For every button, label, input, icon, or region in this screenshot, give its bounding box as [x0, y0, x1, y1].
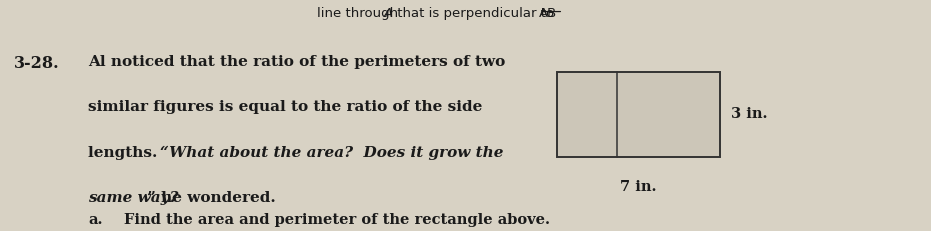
Text: a.: a.: [88, 213, 103, 227]
Text: “What about the area?  Does it grow the: “What about the area? Does it grow the: [160, 146, 504, 160]
Text: 3 in.: 3 in.: [731, 107, 767, 121]
Text: Find the area and perimeter of the rectangle above.: Find the area and perimeter of the recta…: [124, 213, 550, 227]
Bar: [557, 72, 720, 157]
Text: that is perpendicular to: that is perpendicular to: [393, 7, 559, 20]
Text: AB: AB: [539, 7, 558, 20]
Text: lengths.: lengths.: [88, 146, 169, 160]
Text: ” he wondered.: ” he wondered.: [147, 191, 276, 205]
Text: similar figures is equal to the ratio of the side: similar figures is equal to the ratio of…: [88, 100, 483, 115]
Text: Al noticed that the ratio of the perimeters of two: Al noticed that the ratio of the perimet…: [88, 55, 506, 70]
Text: 3-28.: 3-28.: [14, 55, 60, 73]
Text: 7 in.: 7 in.: [620, 180, 656, 194]
Text: same way?: same way?: [88, 191, 179, 205]
Text: A: A: [384, 7, 393, 20]
Text: line through: line through: [317, 7, 402, 20]
